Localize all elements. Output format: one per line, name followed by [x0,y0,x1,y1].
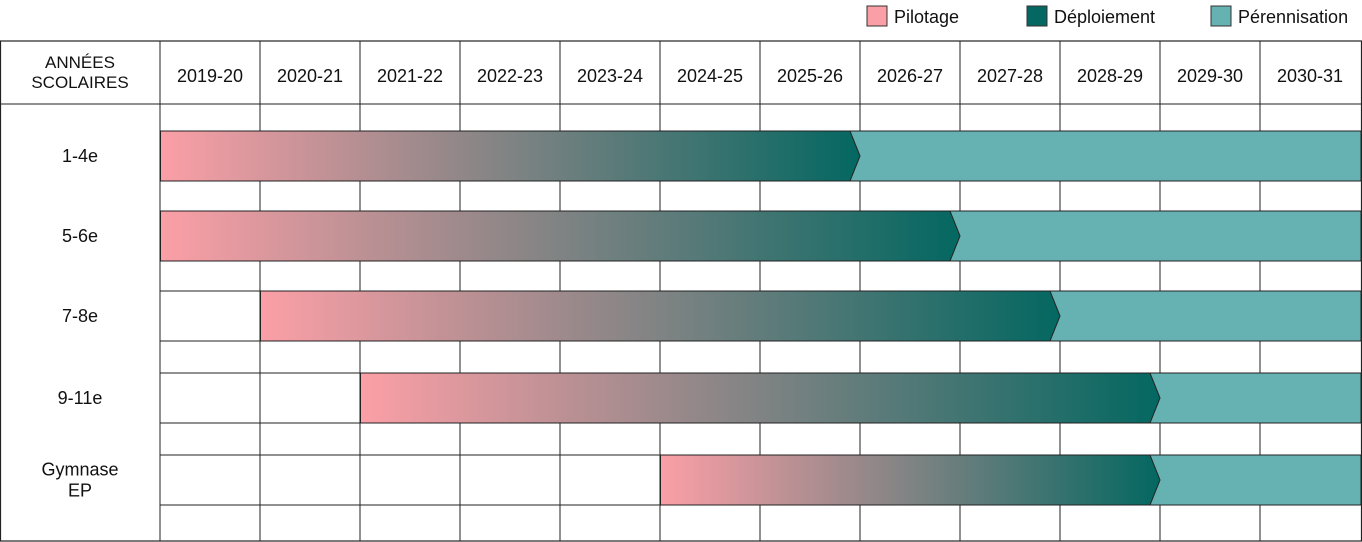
year-label-2027-28: 2027-28 [977,66,1043,86]
row-label-1-4e: 1-4e [62,146,98,166]
bar-pilotage-deploiement-5-6e [160,210,961,262]
year-label-2021-22: 2021-22 [377,66,443,86]
year-label-2025-26: 2025-26 [777,66,843,86]
bar-perennisation-5-6e [947,210,1362,262]
header-row: ANNÉES SCOLAIRES 2019-20 2020-21 2021-22 2022… [31,53,1343,92]
bar-pilotage-deploiement-1-4e [160,130,861,182]
year-label-2024-25: 2024-25 [677,66,743,86]
year-label-2023-24: 2023-24 [577,66,643,86]
row-label-9-11e: 9-11e [58,388,103,408]
legend-swatch-deploiement [1026,5,1048,27]
bar-perennisation-1-4e [847,130,1362,182]
legend: Pilotage Déploiement Pérennisation [866,5,1348,27]
row-label-5-6e: 5-6e [62,226,98,246]
header-label: ANNÉES SCOLAIRES [31,53,128,92]
year-label-2030-31: 2030-31 [1277,66,1343,86]
legend-label-pilotage: Pilotage [894,7,959,27]
bar-perennisation-gymnase-ep [1147,454,1362,506]
bar-pilotage-deploiement-9-11e [360,372,1161,424]
year-label-2020-21: 2020-21 [277,66,343,86]
bar-perennisation-9-11e [1147,372,1362,424]
row-label-7-8e: 7-8e [62,306,98,326]
grid [0,40,1362,542]
year-label-2022-23: 2022-23 [477,66,543,86]
legend-swatch-pilotage [866,5,888,27]
legend-swatch-perennisation [1210,5,1232,27]
bars [160,130,1362,506]
bar-pilotage-deploiement-7-8e [260,290,1061,342]
row-labels: 1-4e 5-6e 7-8e 9-11e Gymnase EP [41,146,118,501]
legend-label-perennisation: Pérennisation [1238,7,1348,27]
year-label-2026-27: 2026-27 [877,66,943,86]
row-label-gymnase-ep: Gymnase EP [41,460,118,501]
bar-pilotage-deploiement-gymnase-ep [660,454,1161,506]
year-label-2028-29: 2028-29 [1077,66,1143,86]
year-label-2019-20: 2019-20 [177,66,243,86]
year-label-2029-30: 2029-30 [1177,66,1243,86]
legend-label-deploiement: Déploiement [1054,7,1155,27]
bar-perennisation-7-8e [1047,290,1362,342]
